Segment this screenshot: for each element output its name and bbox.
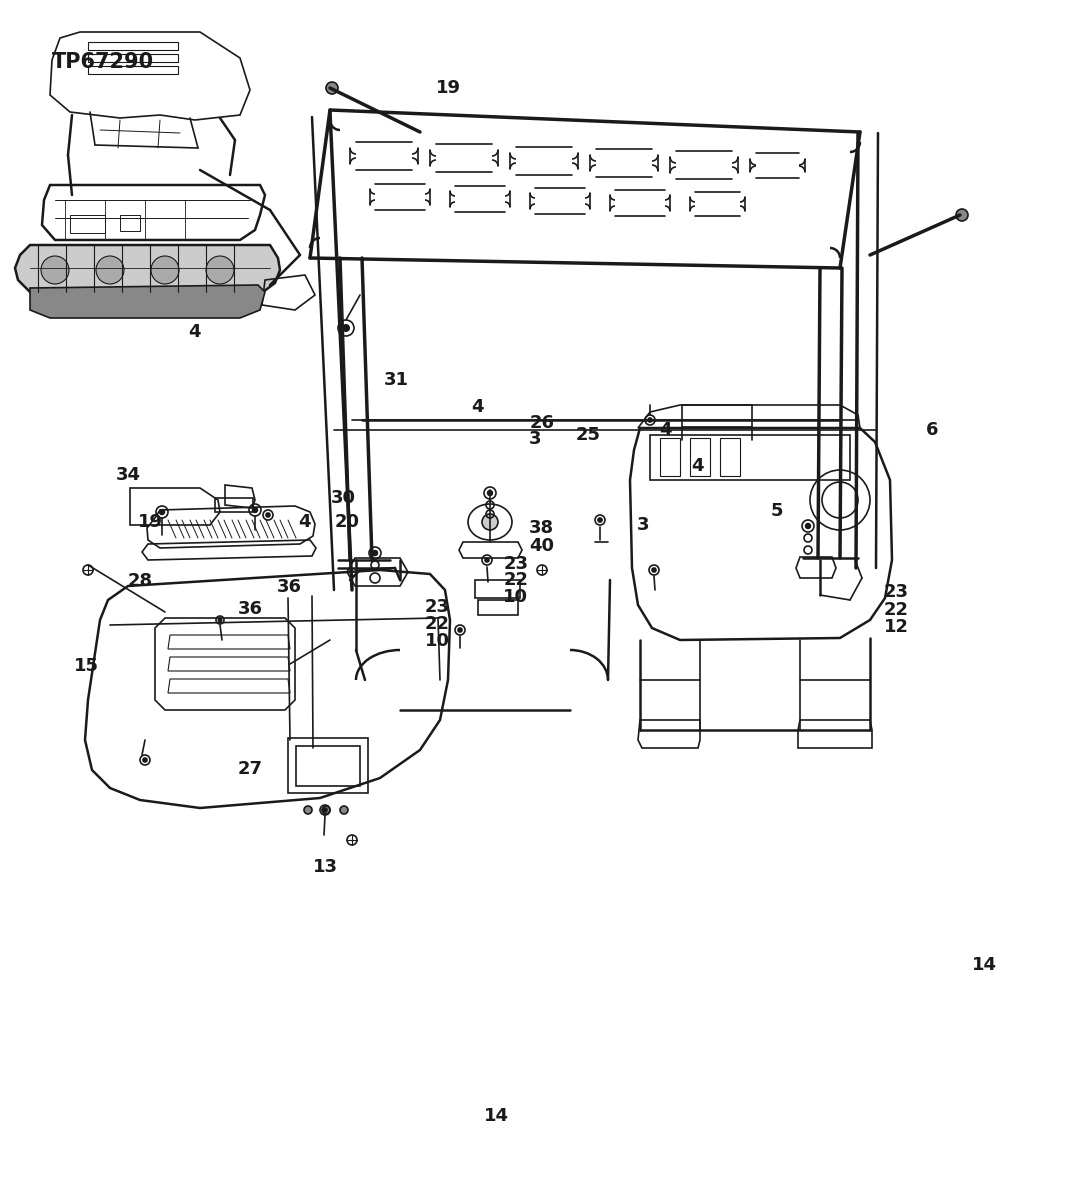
Text: 10: 10 <box>503 587 528 607</box>
Bar <box>70 215 105 233</box>
Text: 22: 22 <box>883 601 908 620</box>
Circle shape <box>322 806 330 814</box>
Text: 23: 23 <box>503 554 528 573</box>
Bar <box>296 746 360 786</box>
Circle shape <box>652 568 656 572</box>
Bar <box>478 601 518 615</box>
Circle shape <box>143 758 147 762</box>
Bar <box>288 738 368 793</box>
Circle shape <box>303 806 312 814</box>
Text: 5: 5 <box>771 501 784 521</box>
Circle shape <box>458 628 462 632</box>
Text: 3: 3 <box>529 430 542 449</box>
Text: 36: 36 <box>238 599 262 618</box>
Circle shape <box>218 618 221 622</box>
Text: 12: 12 <box>883 617 908 636</box>
Text: 4: 4 <box>691 456 704 475</box>
Circle shape <box>160 510 164 515</box>
Circle shape <box>96 256 124 284</box>
Circle shape <box>340 806 348 814</box>
Circle shape <box>482 513 498 530</box>
Text: 26: 26 <box>529 413 554 432</box>
Text: 14: 14 <box>484 1107 510 1126</box>
Text: 34: 34 <box>116 466 140 485</box>
Bar <box>650 435 850 480</box>
Text: 28: 28 <box>127 572 152 591</box>
Text: 14: 14 <box>972 955 997 974</box>
Text: 6: 6 <box>926 420 939 439</box>
Bar <box>690 438 710 476</box>
Text: TP67290: TP67290 <box>52 53 154 72</box>
Bar <box>87 42 178 50</box>
Circle shape <box>342 325 349 331</box>
Circle shape <box>648 418 652 421</box>
Circle shape <box>323 808 327 812</box>
Bar <box>475 580 519 598</box>
Text: 4: 4 <box>659 420 672 439</box>
Text: 25: 25 <box>576 425 600 444</box>
Bar <box>87 66 178 74</box>
Text: 40: 40 <box>529 536 554 555</box>
Circle shape <box>41 256 69 284</box>
Circle shape <box>206 256 234 284</box>
Text: 3: 3 <box>637 516 650 535</box>
Polygon shape <box>30 285 265 318</box>
Text: 13: 13 <box>313 857 338 876</box>
Text: 22: 22 <box>424 615 449 634</box>
Circle shape <box>806 524 810 529</box>
Circle shape <box>956 209 968 221</box>
Circle shape <box>373 550 377 555</box>
Bar <box>681 405 752 427</box>
Text: 38: 38 <box>529 518 554 537</box>
Circle shape <box>253 507 257 512</box>
Circle shape <box>487 491 492 496</box>
Text: 23: 23 <box>424 597 449 616</box>
Bar <box>720 438 740 476</box>
Bar <box>660 438 680 476</box>
Text: 22: 22 <box>503 571 528 590</box>
Text: 4: 4 <box>188 322 201 341</box>
Text: 4: 4 <box>471 398 484 417</box>
Circle shape <box>151 256 179 284</box>
Text: 31: 31 <box>383 370 408 389</box>
Text: 19: 19 <box>436 79 461 98</box>
Bar <box>87 54 178 62</box>
Text: 23: 23 <box>883 583 908 602</box>
Text: 10: 10 <box>424 632 449 651</box>
Circle shape <box>598 518 602 522</box>
Bar <box>120 215 140 230</box>
Bar <box>215 498 253 512</box>
Circle shape <box>326 82 338 94</box>
Text: 27: 27 <box>238 759 262 778</box>
Text: 4: 4 <box>298 512 311 531</box>
Text: 15: 15 <box>73 657 98 676</box>
Circle shape <box>266 513 270 517</box>
Circle shape <box>485 558 489 562</box>
Text: 30: 30 <box>330 488 355 507</box>
Polygon shape <box>15 245 280 293</box>
Text: 20: 20 <box>335 512 360 531</box>
Text: 19: 19 <box>138 512 163 531</box>
Text: 36: 36 <box>276 578 301 597</box>
